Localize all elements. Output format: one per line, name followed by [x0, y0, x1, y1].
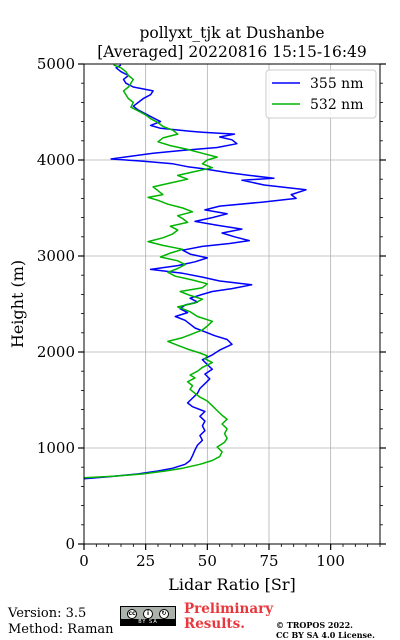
legend-label-532: 532 nm — [310, 97, 363, 113]
data-series — [84, 64, 307, 480]
chart-title-line-1: pollyxt_tjk at Dushanbe — [139, 24, 324, 42]
series-line-355-nm — [84, 64, 307, 480]
sa-icon: ↻ — [159, 608, 169, 619]
footer-info: Version: 3.5 Method: Raman — [8, 606, 114, 638]
copyright-line-2: CC BY SA 4.0 License. — [276, 630, 375, 640]
copyright-line-1: © TROPOS 2022. — [276, 620, 353, 630]
x-tick-label: 0 — [79, 552, 89, 570]
series-line-532-nm — [84, 64, 228, 479]
preliminary-results-text: Preliminary Results. — [184, 601, 274, 632]
by-icon: i — [143, 608, 153, 619]
y-tick-label: 4000 — [37, 151, 75, 169]
cc-icon: cc — [127, 608, 137, 619]
method-text: Method: Raman — [8, 622, 114, 637]
cc-license-badge: cc i ↻ BY SA — [120, 606, 176, 626]
legend: 355 nm 532 nm — [265, 69, 377, 119]
y-tick-label: 1000 — [37, 439, 75, 457]
legend-label-355: 355 nm — [310, 76, 363, 92]
cc-badge-label: BY SA — [121, 619, 175, 625]
y-tick-label: 3000 — [37, 247, 75, 265]
legend-box — [265, 69, 377, 119]
y-axis-label: Height (m) — [8, 260, 27, 348]
x-tick-label: 50 — [198, 552, 217, 570]
lidar-ratio-chart: pollyxt_tjk at Dushanbe [Averaged] 20220… — [8, 24, 386, 594]
plot-frame — [83, 63, 381, 545]
y-tick-label: 5000 — [37, 55, 75, 73]
y-tick-label: 2000 — [37, 343, 75, 361]
x-tick-label: 25 — [136, 552, 155, 570]
copyright-notice: © TROPOS 2022. CC BY SA 4.0 License. — [276, 620, 375, 640]
version-text: Version: 3.5 — [8, 606, 87, 621]
grid-lines — [83, 63, 380, 545]
chart-title-line-2: [Averaged] 20220816 15:15-16:49 — [97, 43, 367, 61]
x-tick-label: 75 — [259, 552, 278, 570]
x-axis-label: Lidar Ratio [Sr] — [168, 575, 296, 594]
x-tick-label: 100 — [316, 552, 345, 570]
y-tick-label: 0 — [65, 535, 75, 553]
